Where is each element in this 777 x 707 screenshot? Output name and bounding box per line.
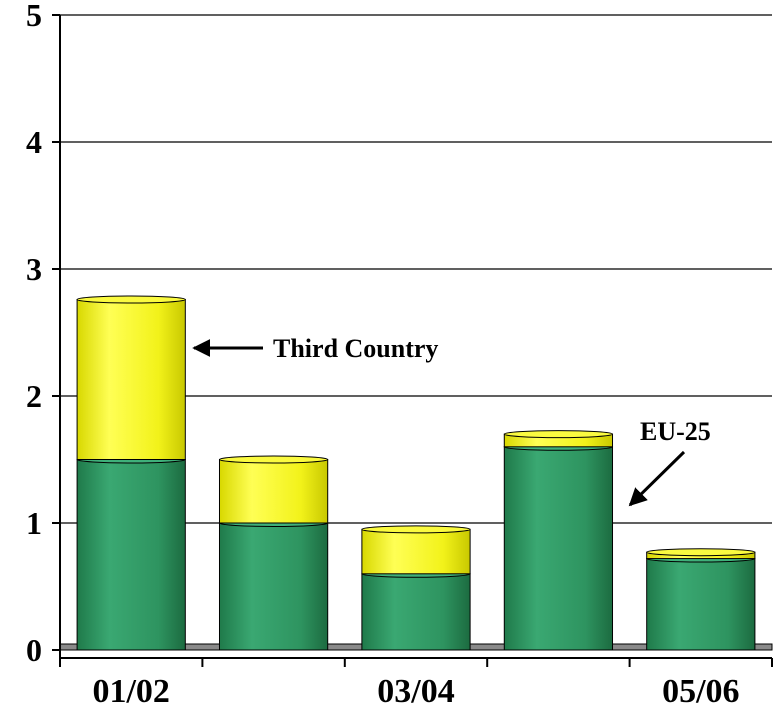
x-tick-label-03/04: 03/04 <box>377 673 454 707</box>
annotation-third-country-label: Third Country <box>273 334 438 363</box>
bar-third-country-1 <box>218 459 329 524</box>
axes <box>52 14 773 667</box>
bar-cap-1-1 <box>218 455 329 464</box>
annotation-eu25-arrow <box>628 450 686 507</box>
bar-third-country-2 <box>361 528 471 575</box>
tick-labels: 0 1 2 3 4 5 01/02 03/04 05/06 <box>26 0 740 707</box>
bars <box>76 295 756 651</box>
annotation-eu25-label: EU-25 <box>640 417 711 446</box>
y-tick-label-5: 5 <box>26 0 42 33</box>
bar-eu-25-0 <box>76 459 186 651</box>
bar-eu-25-4 <box>646 558 756 651</box>
bar-cap-1-0 <box>76 295 186 304</box>
bar-third-country-0 <box>76 298 186 461</box>
bar-cap-1-3 <box>503 430 614 439</box>
y-tick-label-0: 0 <box>26 632 42 668</box>
bar-eu-25-1 <box>218 522 329 651</box>
x-tick-label-01/02: 01/02 <box>92 673 169 707</box>
y-tick-label-1: 1 <box>26 505 42 541</box>
bar-cap-1-2 <box>361 525 471 534</box>
y-tick-label-3: 3 <box>26 251 42 287</box>
bar-eu-25-3 <box>503 446 614 651</box>
y-tick-label-4: 4 <box>26 124 42 160</box>
bar-eu-25-2 <box>361 573 471 651</box>
x-tick-label-05/06: 05/06 <box>662 673 739 707</box>
y-tick-label-2: 2 <box>26 378 42 414</box>
annotations: Third Country EU-25 <box>192 334 711 507</box>
bar-cap-1-4 <box>646 548 756 557</box>
